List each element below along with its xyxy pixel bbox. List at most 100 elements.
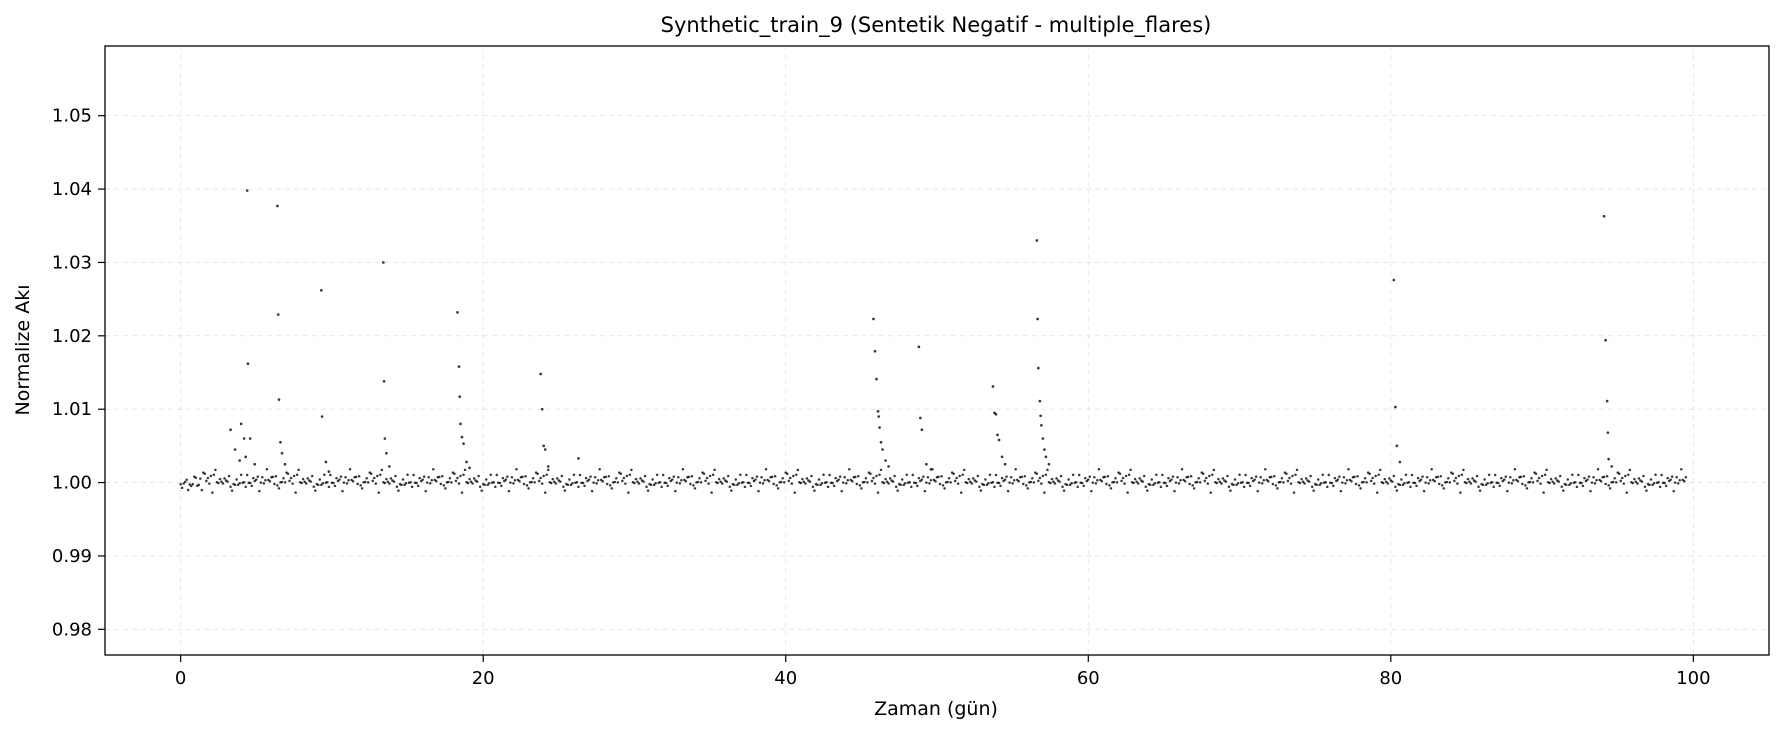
- data-point: [312, 485, 316, 489]
- data-point: [1271, 482, 1275, 486]
- data-point: [1189, 475, 1193, 478]
- data-point: [1409, 485, 1412, 489]
- data-point: [344, 476, 347, 479]
- data-point: [1250, 476, 1253, 480]
- data-point: [1071, 473, 1075, 477]
- data-point: [1587, 475, 1591, 478]
- flare-point: [1039, 414, 1042, 418]
- data-point: [616, 481, 620, 484]
- data-point: [525, 484, 529, 487]
- data-point: [923, 489, 927, 493]
- data-point: [1512, 479, 1515, 482]
- data-point: [545, 473, 548, 476]
- data-point: [1374, 474, 1377, 478]
- data-point: [262, 482, 266, 485]
- data-point: [1068, 483, 1072, 487]
- data-point: [1108, 484, 1111, 487]
- data-point: [1633, 477, 1636, 481]
- data-point: [1500, 476, 1503, 480]
- data-point: [1114, 476, 1117, 480]
- data-point: [1062, 489, 1066, 492]
- data-point: [1188, 482, 1191, 486]
- data-point: [1338, 475, 1341, 478]
- data-point: [1540, 474, 1544, 478]
- data-point: [347, 479, 350, 482]
- data-point: [1453, 479, 1456, 483]
- y-tick-label: 1.02: [52, 326, 92, 347]
- data-point: [563, 489, 567, 492]
- flare-point: [383, 437, 387, 440]
- data-point: [1625, 491, 1629, 494]
- data-point: [966, 481, 969, 485]
- data-point: [702, 472, 706, 475]
- data-point: [1220, 482, 1223, 485]
- data-point: [967, 477, 971, 481]
- data-point: [409, 480, 412, 484]
- data-point: [1088, 475, 1092, 478]
- data-point: [1543, 473, 1547, 476]
- data-point: [639, 477, 642, 480]
- data-point: [997, 481, 1001, 485]
- data-point: [354, 475, 358, 479]
- data-point: [1333, 476, 1337, 480]
- data-point: [1383, 477, 1387, 481]
- data-point: [1604, 482, 1607, 486]
- flare-point: [277, 398, 281, 402]
- data-point: [1530, 476, 1533, 480]
- data-point: [1385, 480, 1388, 484]
- data-point: [1309, 474, 1312, 478]
- data-point: [530, 480, 533, 484]
- data-point: [681, 468, 685, 471]
- flare-point: [245, 189, 249, 192]
- data-point: [758, 481, 762, 484]
- y-tick-label: 1.03: [52, 252, 92, 273]
- data-point: [218, 477, 222, 481]
- data-point: [453, 472, 456, 475]
- data-point: [507, 489, 511, 493]
- flare-point: [1000, 455, 1004, 459]
- data-point: [571, 481, 574, 485]
- data-point: [1312, 489, 1315, 492]
- data-point: [773, 475, 777, 478]
- data-point: [1589, 489, 1592, 493]
- data-point: [280, 480, 284, 484]
- data-point: [1192, 487, 1196, 490]
- data-point: [203, 472, 207, 475]
- data-point: [1622, 482, 1626, 485]
- data-point: [1229, 489, 1232, 492]
- data-point: [294, 491, 297, 494]
- data-point: [1035, 472, 1039, 475]
- data-point: [978, 485, 981, 489]
- data-point: [401, 478, 405, 481]
- data-point: [1074, 480, 1078, 484]
- data-point: [866, 481, 869, 484]
- data-point: [1224, 480, 1228, 483]
- data-point: [764, 468, 768, 471]
- data-point: [1357, 484, 1361, 487]
- data-point: [1624, 474, 1627, 478]
- data-point: [1319, 481, 1323, 485]
- data-point: [1666, 476, 1669, 480]
- data-point: [365, 476, 368, 480]
- data-point: [205, 479, 208, 483]
- data-point: [450, 481, 453, 484]
- data-point: [386, 480, 390, 484]
- data-point: [1267, 480, 1270, 483]
- data-point: [792, 474, 795, 478]
- data-point: [843, 476, 846, 479]
- flare-point: [283, 462, 287, 466]
- data-point: [1332, 484, 1335, 488]
- data-point: [1011, 482, 1014, 485]
- data-point: [551, 477, 555, 481]
- flare-point: [468, 466, 471, 470]
- data-point: [1091, 481, 1095, 484]
- data-point: [660, 485, 663, 489]
- data-point: [952, 472, 955, 475]
- data-point: [1291, 474, 1294, 478]
- data-point: [583, 484, 586, 488]
- data-point: [1292, 491, 1296, 494]
- data-point: [1557, 480, 1560, 483]
- data-point: [1465, 481, 1468, 485]
- data-point: [540, 482, 544, 485]
- data-point: [1350, 480, 1353, 483]
